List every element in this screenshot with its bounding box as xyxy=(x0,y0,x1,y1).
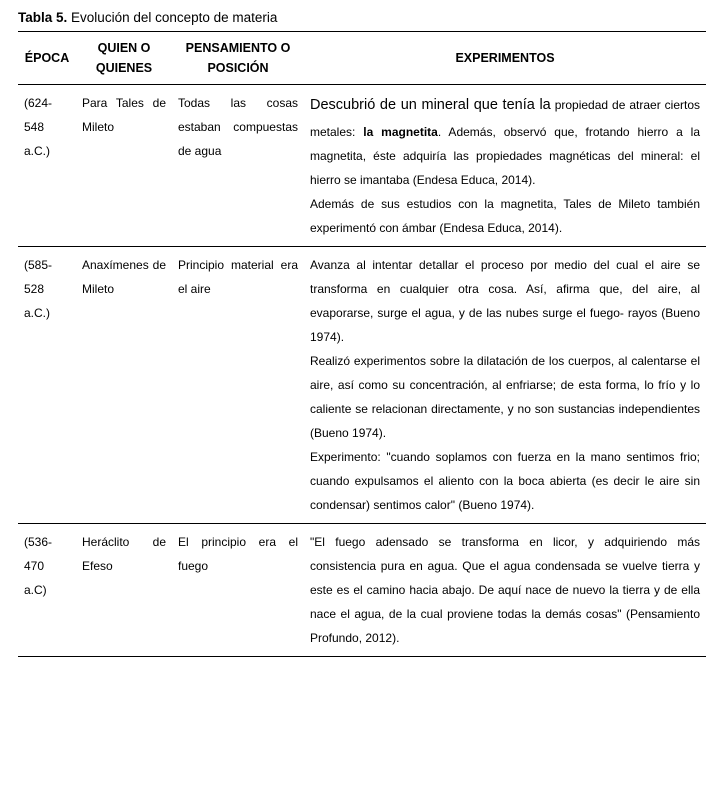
header-quien-l1: QUIEN O xyxy=(98,41,151,55)
exp-paragraph: Avanza al intentar detallar el proceso p… xyxy=(310,253,700,349)
exp-paragraph: Además de sus estudios con la magnetita,… xyxy=(310,192,700,240)
cell-experimentos: Descubrió de un mineral que tenía la pro… xyxy=(304,85,706,247)
cell-quien: Anaxímenes de Mileto xyxy=(76,247,172,524)
cell-epoca: (536-470 a.C) xyxy=(18,524,76,657)
concept-table: ÉPOCA QUIEN O QUIENES PENSAMIENTO O POSI… xyxy=(18,31,706,657)
exp-paragraph: Descubrió de un mineral que tenía la pro… xyxy=(310,91,700,192)
header-pensamiento: PENSAMIENTO O POSICIÓN xyxy=(172,32,304,85)
cell-pensamiento: Principio material era el aire xyxy=(172,247,304,524)
exp-paragraph: Experimento: "cuando soplamos con fuerza… xyxy=(310,445,700,517)
cell-pensamiento: Todas las cosas estaban compuestas de ag… xyxy=(172,85,304,247)
cell-epoca: (585-528 a.C.) xyxy=(18,247,76,524)
table-caption: Evolución del concepto de materia xyxy=(71,10,277,25)
header-quien: QUIEN O QUIENES xyxy=(76,32,172,85)
exp-bold: la magnetita xyxy=(363,125,438,139)
table-label: Tabla 5. xyxy=(18,10,67,25)
header-quien-l2: QUIENES xyxy=(96,61,152,75)
table-row: (624-548 a.C.) Para Tales de Mileto Toda… xyxy=(18,85,706,247)
table-row: (585-528 a.C.) Anaxímenes de Mileto Prin… xyxy=(18,247,706,524)
cell-experimentos: Avanza al intentar detallar el proceso p… xyxy=(304,247,706,524)
exp-paragraph: "El fuego adensado se transforma en lico… xyxy=(310,530,700,650)
cell-experimentos: "El fuego adensado se transforma en lico… xyxy=(304,524,706,657)
cell-quien: Heráclito de Efeso xyxy=(76,524,172,657)
header-epoca: ÉPOCA xyxy=(18,32,76,85)
exp-paragraph: Realizó experimentos sobre la dilatación… xyxy=(310,349,700,445)
exp-lead: Descubrió de un mineral que tenía la xyxy=(310,97,551,113)
table-title: Tabla 5. Evolución del concepto de mater… xyxy=(18,10,706,25)
header-pens-l2: POSICIÓN xyxy=(207,61,268,75)
cell-quien: Para Tales de Mileto xyxy=(76,85,172,247)
header-row: ÉPOCA QUIEN O QUIENES PENSAMIENTO O POSI… xyxy=(18,32,706,85)
header-experimentos: EXPERIMENTOS xyxy=(304,32,706,85)
header-pens-l1: PENSAMIENTO O xyxy=(186,41,291,55)
cell-pensamiento: El principio era el fuego xyxy=(172,524,304,657)
cell-epoca: (624-548 a.C.) xyxy=(18,85,76,247)
table-row: (536-470 a.C) Heráclito de Efeso El prin… xyxy=(18,524,706,657)
